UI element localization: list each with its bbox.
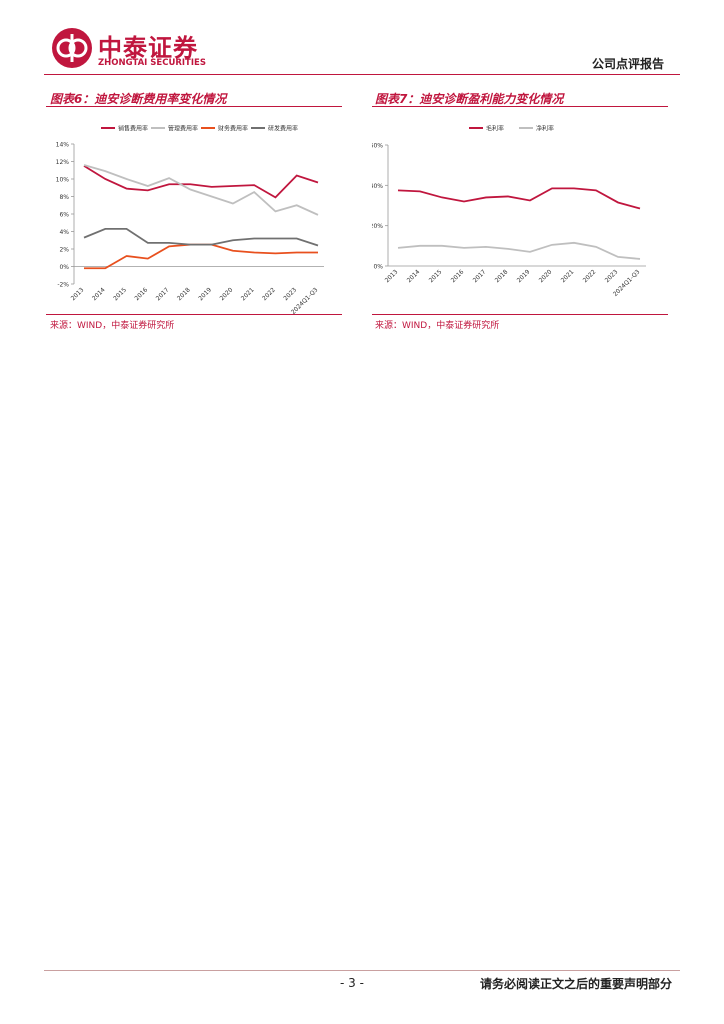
x-tick-label: 2020	[219, 286, 235, 302]
x-tick-label: 2022	[261, 286, 277, 302]
x-tick-label: 2014	[406, 268, 422, 284]
series-line	[397, 241, 641, 260]
x-tick-label: 2019	[197, 286, 213, 302]
y-tick-label: -2%	[57, 282, 69, 289]
legend-label: 毛利率	[486, 125, 504, 133]
y-tick-label: 4%	[59, 229, 69, 236]
footer-rule	[44, 970, 680, 971]
y-tick-label: 20%	[372, 223, 383, 230]
figure-title: 图表7：迪安诊断盈利能力变化情况	[375, 92, 564, 106]
figure-rule	[46, 106, 342, 107]
x-tick-label: 2015	[428, 268, 444, 284]
figure-rule	[372, 106, 668, 107]
disclaimer: 请务必阅读正文之后的重要声明部分	[479, 977, 672, 991]
x-tick-label: 2015	[112, 286, 128, 302]
series-line	[83, 227, 319, 247]
legend-label: 净利率	[536, 125, 554, 133]
x-tick-label: 2021	[240, 286, 256, 302]
chart: -2% 0% 2% 4% 6% 8% 10% 12% 14% 2013 2014 2015 2016 20…	[56, 125, 324, 314]
chart: 0% 20% 40% 60% 2013 2014 2015 2016 2017 2018 2019 2…	[372, 125, 646, 298]
x-tick-label: 2017	[155, 286, 171, 302]
x-tick-label: 2018	[176, 286, 192, 302]
header-rule	[44, 74, 680, 75]
legend-label: 销售费用率	[118, 125, 148, 133]
logo-icon	[52, 28, 92, 68]
x-tick-label: 2022	[582, 268, 598, 284]
y-tick-label: 0%	[59, 264, 69, 271]
logo-cn: 中泰证券	[98, 34, 198, 62]
legend-label: 管理费用率	[168, 125, 198, 133]
x-tick-label: 2021	[560, 268, 576, 284]
series-line	[84, 243, 318, 270]
x-tick-label: 2023	[282, 286, 298, 302]
y-tick-label: 60%	[372, 143, 383, 150]
x-tick-label: 2013	[384, 268, 400, 284]
series-line	[83, 165, 319, 199]
y-tick-label: 2%	[59, 247, 69, 254]
figure-source: 来源：WIND，中泰证券研究所	[375, 321, 500, 331]
y-tick-label: 0%	[373, 264, 383, 271]
series-line	[397, 187, 641, 210]
y-tick-label: 10%	[56, 177, 70, 184]
report-type: 公司点评报告	[591, 57, 664, 71]
logo-en: ZHONGTAI SECURITIES	[98, 58, 206, 68]
x-tick-label: 2016	[133, 286, 149, 302]
y-tick-label: 8%	[59, 194, 69, 201]
x-tick-label: 2018	[494, 268, 510, 284]
legend-label: 财务费用率	[218, 125, 248, 133]
x-tick-label: 2019	[516, 268, 532, 284]
x-tick-label: 2014	[91, 286, 107, 302]
x-tick-label: 2020	[538, 268, 554, 284]
legend-label: 研发费用率	[268, 125, 298, 133]
figure-source: 来源：WIND，中泰证券研究所	[50, 321, 175, 331]
y-tick-label: 12%	[56, 159, 70, 166]
figure-rule	[46, 314, 342, 315]
figure-title: 图表6：迪安诊断费用率变化情况	[50, 92, 227, 106]
x-tick-label: 2017	[472, 268, 488, 284]
x-tick-label: 2013	[70, 286, 86, 302]
figure-rule	[372, 314, 668, 315]
series-line	[83, 164, 319, 216]
y-tick-label: 6%	[59, 212, 69, 219]
page-number: - 3 -	[340, 976, 364, 990]
x-tick-label: 2023	[604, 268, 620, 284]
x-tick-label: 2016	[450, 268, 466, 284]
y-tick-label: 14%	[56, 142, 70, 149]
y-tick-label: 40%	[372, 183, 383, 190]
